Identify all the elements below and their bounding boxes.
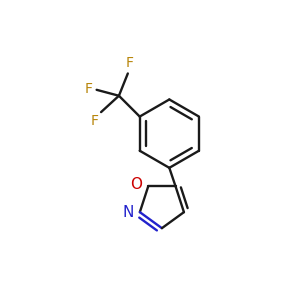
Text: O: O <box>130 177 142 192</box>
Text: F: F <box>85 82 93 96</box>
Text: F: F <box>125 56 133 70</box>
Text: N: N <box>122 205 134 220</box>
Text: F: F <box>91 115 99 128</box>
